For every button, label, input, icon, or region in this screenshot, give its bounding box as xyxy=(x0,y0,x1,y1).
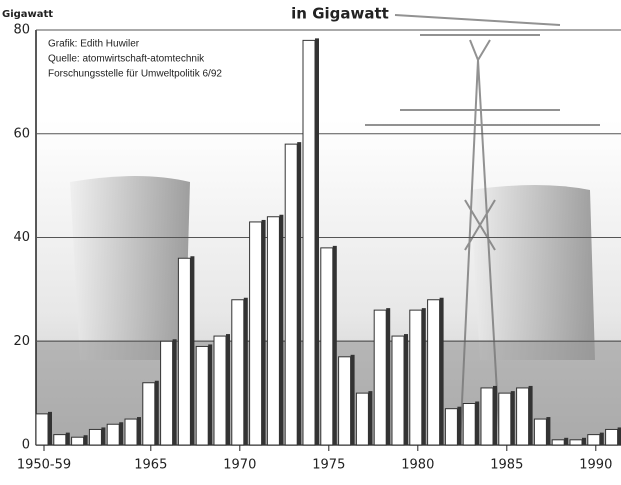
y-axis-label: Gigawatt xyxy=(2,9,53,20)
bar-side xyxy=(333,246,337,445)
annotation: Quelle: atomwirtschaft-atomtechnik xyxy=(48,54,205,65)
y-tick-label: 0 xyxy=(22,438,30,453)
y-tick-label: 40 xyxy=(13,230,30,245)
bar xyxy=(499,393,511,445)
bar-side xyxy=(546,417,550,445)
bar-side xyxy=(475,402,479,446)
bar xyxy=(125,419,137,445)
x-tick-label: 1985 xyxy=(490,458,523,473)
bar xyxy=(588,435,600,445)
x-tick-label: 1965 xyxy=(134,458,167,473)
bar-side xyxy=(208,344,212,445)
bar-side xyxy=(279,215,283,445)
annotation: Grafik: Edith Huwiler xyxy=(48,39,140,50)
bar xyxy=(517,388,529,445)
y-tick-label: 80 xyxy=(13,23,30,38)
bar xyxy=(374,310,386,445)
bar xyxy=(232,300,244,445)
bar xyxy=(89,429,101,445)
bar-side xyxy=(351,355,355,445)
bar-side xyxy=(404,334,408,445)
bar-side xyxy=(190,256,194,445)
bar-side xyxy=(529,386,533,445)
bar xyxy=(410,310,422,445)
bar-side xyxy=(66,433,70,445)
bar xyxy=(72,437,84,445)
bar xyxy=(54,435,66,445)
page: in Gigawatt Gigawatt Grafik: Edith Huwil… xyxy=(0,0,621,485)
bar-side xyxy=(368,391,372,445)
bar-side xyxy=(457,407,461,445)
bar-side xyxy=(297,142,301,445)
bar xyxy=(321,248,333,445)
bar xyxy=(534,419,546,445)
chart: in Gigawatt Gigawatt Grafik: Edith Huwil… xyxy=(0,0,621,485)
bar xyxy=(250,222,262,445)
bar xyxy=(392,336,404,445)
bar xyxy=(606,429,618,445)
bar-side xyxy=(315,38,319,445)
annotation: Forschungsstelle für Umweltpolitik 6/92 xyxy=(48,69,222,80)
y-tick-label: 60 xyxy=(13,126,30,141)
bar-side xyxy=(582,438,586,445)
bar xyxy=(339,357,351,445)
bar-side xyxy=(137,417,141,445)
x-tick-label: 1950-59 xyxy=(17,458,71,473)
bar xyxy=(196,346,208,445)
bar-side xyxy=(600,433,604,445)
x-tick-label: 1970 xyxy=(223,458,256,473)
bar xyxy=(463,404,475,446)
bar-side xyxy=(618,427,621,445)
chart-title: in Gigawatt xyxy=(291,5,389,23)
bar-side xyxy=(173,339,177,445)
bar xyxy=(178,258,190,445)
bar-side xyxy=(155,381,159,445)
bar-side xyxy=(244,298,248,445)
bar xyxy=(428,300,440,445)
bar-side xyxy=(564,438,568,445)
bar xyxy=(356,393,368,445)
bar xyxy=(445,409,457,445)
bar-side xyxy=(493,386,497,445)
bar xyxy=(214,336,226,445)
bar-side xyxy=(48,412,52,445)
x-tick-label: 1990 xyxy=(579,458,612,473)
bar-side xyxy=(119,422,123,445)
bar xyxy=(107,424,119,445)
bar xyxy=(285,144,297,445)
bar xyxy=(143,383,155,445)
bar xyxy=(570,440,582,445)
bar xyxy=(36,414,48,445)
bar xyxy=(552,440,564,445)
bar-side xyxy=(226,334,230,445)
bar xyxy=(161,341,173,445)
bar-side xyxy=(101,427,105,445)
bar-side xyxy=(262,220,266,445)
bar-side xyxy=(422,308,426,445)
x-tick-label: 1975 xyxy=(312,458,345,473)
x-tick-label: 1980 xyxy=(401,458,434,473)
bar-side xyxy=(386,308,390,445)
bar-side xyxy=(440,298,444,445)
bar xyxy=(303,40,315,445)
bar-side xyxy=(84,435,88,445)
bar xyxy=(481,388,493,445)
bar-side xyxy=(511,391,515,445)
y-tick-label: 20 xyxy=(13,334,30,349)
bar xyxy=(267,217,279,445)
